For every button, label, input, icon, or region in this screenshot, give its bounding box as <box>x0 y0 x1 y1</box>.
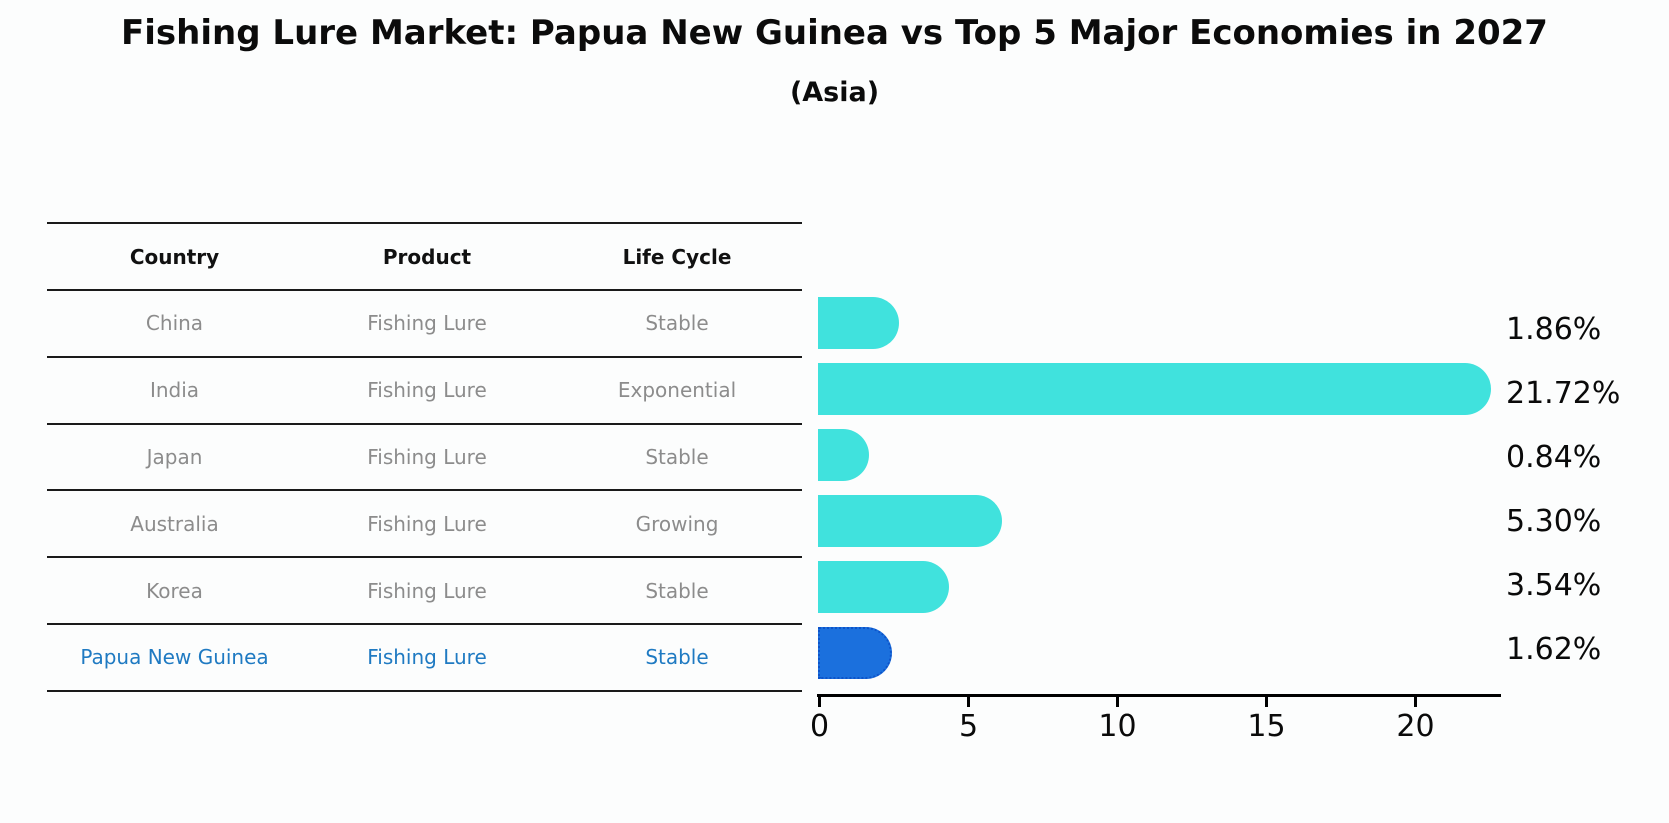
table-cell-country: Japan <box>146 444 203 469</box>
table-cell-country: Australia <box>130 511 219 536</box>
bar-value-label: 0.84% <box>1506 440 1602 475</box>
x-axis-tick-label: 5 <box>958 709 979 744</box>
table-header-life-cycle: Life Cycle <box>622 244 732 269</box>
table-header-country: Country <box>129 244 220 269</box>
table-cell-product: Fishing Lure <box>367 311 487 336</box>
table-row: China Fishing Lure Stable <box>47 291 802 358</box>
table-cell-product: Fishing Lure <box>367 511 487 536</box>
x-axis-line <box>817 694 1501 697</box>
bar-value-label: 3.54% <box>1506 568 1602 603</box>
table-cell-life-cycle: Stable <box>645 645 709 670</box>
bar-china <box>818 297 900 349</box>
x-axis-tick <box>1414 696 1417 707</box>
bar-value-label: 5.30% <box>1506 504 1602 539</box>
table-cell-country: India <box>149 378 200 403</box>
x-axis-tick <box>1265 696 1268 707</box>
table-row: Australia Fishing Lure Growing <box>47 491 802 559</box>
x-axis-tick <box>967 696 970 707</box>
bar-value-label: 21.72% <box>1506 376 1621 411</box>
bar-value-label: 1.62% <box>1506 632 1602 667</box>
table-body: China Fishing Lure Stable India Fishing Lure… <box>47 291 802 692</box>
country-table: Country Product Life Cycle China Fishing Lu… <box>47 222 802 692</box>
bar-australia <box>818 494 1002 547</box>
table-cell-product: Fishing Lure <box>367 578 487 603</box>
bar-india <box>818 362 1492 415</box>
table-cell-product: Fishing Lure <box>367 645 487 670</box>
bar-papua-new-guinea <box>818 626 893 679</box>
bar-korea <box>818 560 950 613</box>
x-axis-tick-label: 10 <box>1098 709 1137 744</box>
x-axis-tick-label: 15 <box>1247 709 1286 744</box>
table-cell-country: Korea <box>146 578 203 603</box>
table-row: India Fishing Lure Exponential <box>47 358 802 425</box>
table-cell-life-cycle: Stable <box>645 444 709 469</box>
table-cell-country: Papua New Guinea <box>80 645 269 670</box>
table-cell-life-cycle: Growing <box>635 511 719 536</box>
bar-value-label: 1.86% <box>1506 312 1602 347</box>
chart-subtitle: (Asia) <box>789 77 880 108</box>
table-cell-product: Fishing Lure <box>367 444 487 469</box>
table-cell-product: Fishing Lure <box>367 378 487 403</box>
table-cell-life-cycle: Stable <box>645 578 709 603</box>
table-header-product: Product <box>382 244 472 269</box>
table-cell-life-cycle: Exponential <box>617 378 737 403</box>
table-header-row: Country Product Life Cycle <box>47 224 802 291</box>
x-axis-tick-label: 20 <box>1396 709 1435 744</box>
table-cell-country: China <box>145 311 204 336</box>
x-axis-tick <box>818 696 821 707</box>
table-cell-life-cycle: Stable <box>645 311 709 336</box>
bar-japan <box>818 428 870 481</box>
x-axis-tick <box>1116 696 1119 707</box>
chart-title: Fishing Lure Market: Papua New Guinea vs… <box>121 13 1548 53</box>
table-row: Papua New Guinea Fishing Lure Stable <box>47 625 802 692</box>
x-axis-tick-label: 0 <box>809 709 830 744</box>
table-row: Japan Fishing Lure Stable <box>47 425 802 492</box>
table-row: Korea Fishing Lure Stable <box>47 558 802 625</box>
